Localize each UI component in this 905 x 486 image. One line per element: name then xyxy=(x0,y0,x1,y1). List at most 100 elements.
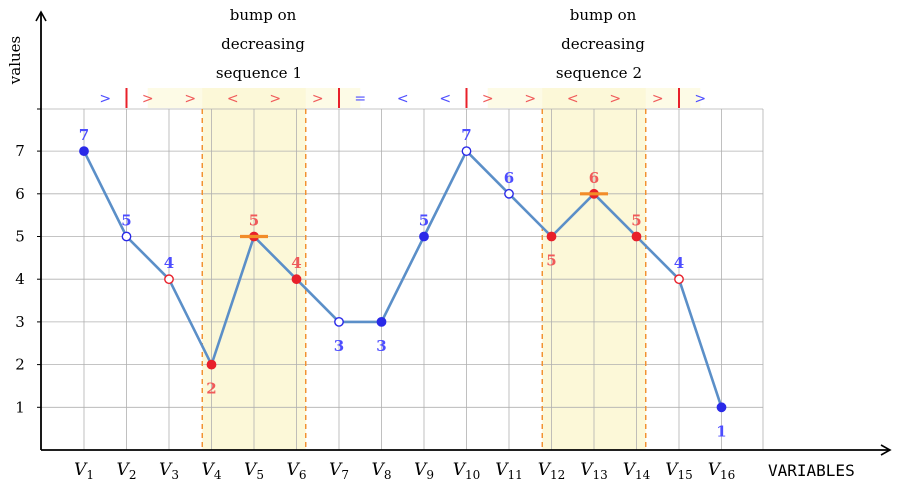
x-tick-base-10: V xyxy=(453,460,467,480)
value-labels: 7 5 4 2 5 4 3 3 5 7 6 5 6 5 4 1 xyxy=(79,126,727,440)
value-label-12: 5 xyxy=(546,252,556,270)
value-label-2: 5 xyxy=(121,212,131,230)
x-tick-base-15: V xyxy=(665,460,679,480)
point-15 xyxy=(674,274,684,285)
value-label-7: 3 xyxy=(334,337,344,355)
series-line xyxy=(82,149,723,408)
grid xyxy=(37,108,764,450)
x-tick-sub-9: 9 xyxy=(426,468,434,482)
x-tick-sub-3: 3 xyxy=(171,468,179,482)
bump-title-2-line-2: decreasing xyxy=(561,35,645,53)
x-tick-sub-8: 8 xyxy=(384,468,392,482)
x-tick-sub-5: 5 xyxy=(256,468,264,482)
x-tick-base-8: V xyxy=(372,460,386,480)
x-tick-sub-12: 12 xyxy=(550,468,565,482)
sign-4: < xyxy=(227,91,239,107)
bump-title-2-line-3: sequence 2 xyxy=(556,64,642,82)
y-tick-3: 3 xyxy=(15,313,25,331)
value-label-6: 4 xyxy=(291,254,301,272)
sign-5: > xyxy=(269,91,281,107)
bump-title-1-line-3: sequence 1 xyxy=(216,64,302,82)
x-tick-base-9: V xyxy=(414,460,428,480)
x-tick-4: V4 xyxy=(202,460,222,482)
x-tick-sub-16: 16 xyxy=(720,468,735,482)
x-tick-8: V8 xyxy=(372,460,392,482)
x-ticks: V1 V2 V3 V4 V5 V6 V7 V8 V9 V10 V11 V12 V13 V14 V15 V16 xyxy=(74,460,735,482)
x-tick-13: V13 xyxy=(580,460,608,482)
series-polyline xyxy=(82,149,723,408)
bump-title-index-1: 1 xyxy=(293,64,303,82)
x-tick-base-12: V xyxy=(538,460,552,480)
value-label-13: 6 xyxy=(589,169,599,187)
x-tick-sub-1: 1 xyxy=(86,468,94,482)
point-8 xyxy=(376,316,387,327)
point-2 xyxy=(121,231,132,242)
sign-12: < xyxy=(567,91,579,107)
value-label-10: 7 xyxy=(461,126,471,144)
y-tick-1: 1 xyxy=(15,398,25,416)
point-12 xyxy=(546,231,557,242)
x-tick-base-5: V xyxy=(244,460,258,480)
x-tick-5: V5 xyxy=(244,460,264,482)
x-tick-base-4: V xyxy=(202,460,216,480)
bump-boundaries xyxy=(201,109,647,450)
x-tick-sub-14: 14 xyxy=(635,468,651,482)
value-label-8: 3 xyxy=(376,337,386,355)
point-11 xyxy=(504,188,514,199)
y-tick-4: 4 xyxy=(15,270,25,288)
x-tick-16: V16 xyxy=(708,460,736,482)
x-tick-14: V14 xyxy=(623,460,651,482)
x-tick-11: V11 xyxy=(495,460,523,482)
x-tick-sub-11: 11 xyxy=(508,468,523,482)
x-tick-sub-4: 4 xyxy=(214,468,222,482)
bump-titles: bump on decreasing sequence 1 bump on decreas… xyxy=(216,6,645,82)
x-tick-base-14: V xyxy=(623,460,637,480)
point-16 xyxy=(716,402,727,413)
x-tick-7: V7 xyxy=(329,460,349,482)
bump-title-1-line-2: decreasing xyxy=(221,35,305,53)
y-tick-6: 6 xyxy=(15,185,25,203)
bump-title-index-2: 2 xyxy=(633,64,643,82)
sign-7: = xyxy=(354,91,366,107)
point-14 xyxy=(631,231,642,242)
x-tick-3: V3 xyxy=(159,460,179,482)
x-tick-1: V1 xyxy=(74,460,94,482)
sign-15: > xyxy=(694,91,706,107)
sign-1: > xyxy=(99,91,111,107)
x-tick-base-7: V xyxy=(329,460,343,480)
x-tick-sub-2: 2 xyxy=(129,468,137,482)
x-tick-sub-6: 6 xyxy=(299,468,307,482)
x-tick-base-2: V xyxy=(117,460,131,480)
value-label-15: 4 xyxy=(674,254,684,272)
x-tick-base-13: V xyxy=(580,460,594,480)
sign-row: > > > < > > = < < > > < > > > xyxy=(99,88,706,108)
sign-11: > xyxy=(524,91,536,107)
y-axis-title: values xyxy=(6,36,24,85)
value-label-11: 6 xyxy=(504,169,514,187)
x-tick-15: V15 xyxy=(665,460,693,482)
value-label-9: 5 xyxy=(419,212,429,230)
value-label-1: 7 xyxy=(79,126,89,144)
sign-8: < xyxy=(397,91,409,107)
sign-10: > xyxy=(482,91,494,107)
point-1 xyxy=(79,146,89,157)
value-label-14: 5 xyxy=(631,212,641,230)
sign-13: > xyxy=(609,91,621,107)
y-ticks: 1 2 3 4 5 6 7 xyxy=(15,142,25,416)
sign-6: > xyxy=(312,91,324,107)
x-tick-9: V9 xyxy=(414,460,434,482)
value-label-16: 1 xyxy=(716,422,726,440)
x-tick-sub-15: 15 xyxy=(678,468,693,482)
bump-title-1-line-1: bump on xyxy=(230,6,297,24)
sign-14: > xyxy=(652,91,664,107)
markers xyxy=(79,146,727,413)
y-tick-7: 7 xyxy=(15,142,25,160)
x-tick-base-11: V xyxy=(495,460,509,480)
value-label-3: 4 xyxy=(164,254,174,272)
axes xyxy=(35,10,892,456)
x-tick-2: V2 xyxy=(117,460,137,482)
sign-2: > xyxy=(142,91,154,107)
x-tick-10: V10 xyxy=(453,460,481,482)
bump-title-2-line-1: bump on xyxy=(570,6,637,24)
